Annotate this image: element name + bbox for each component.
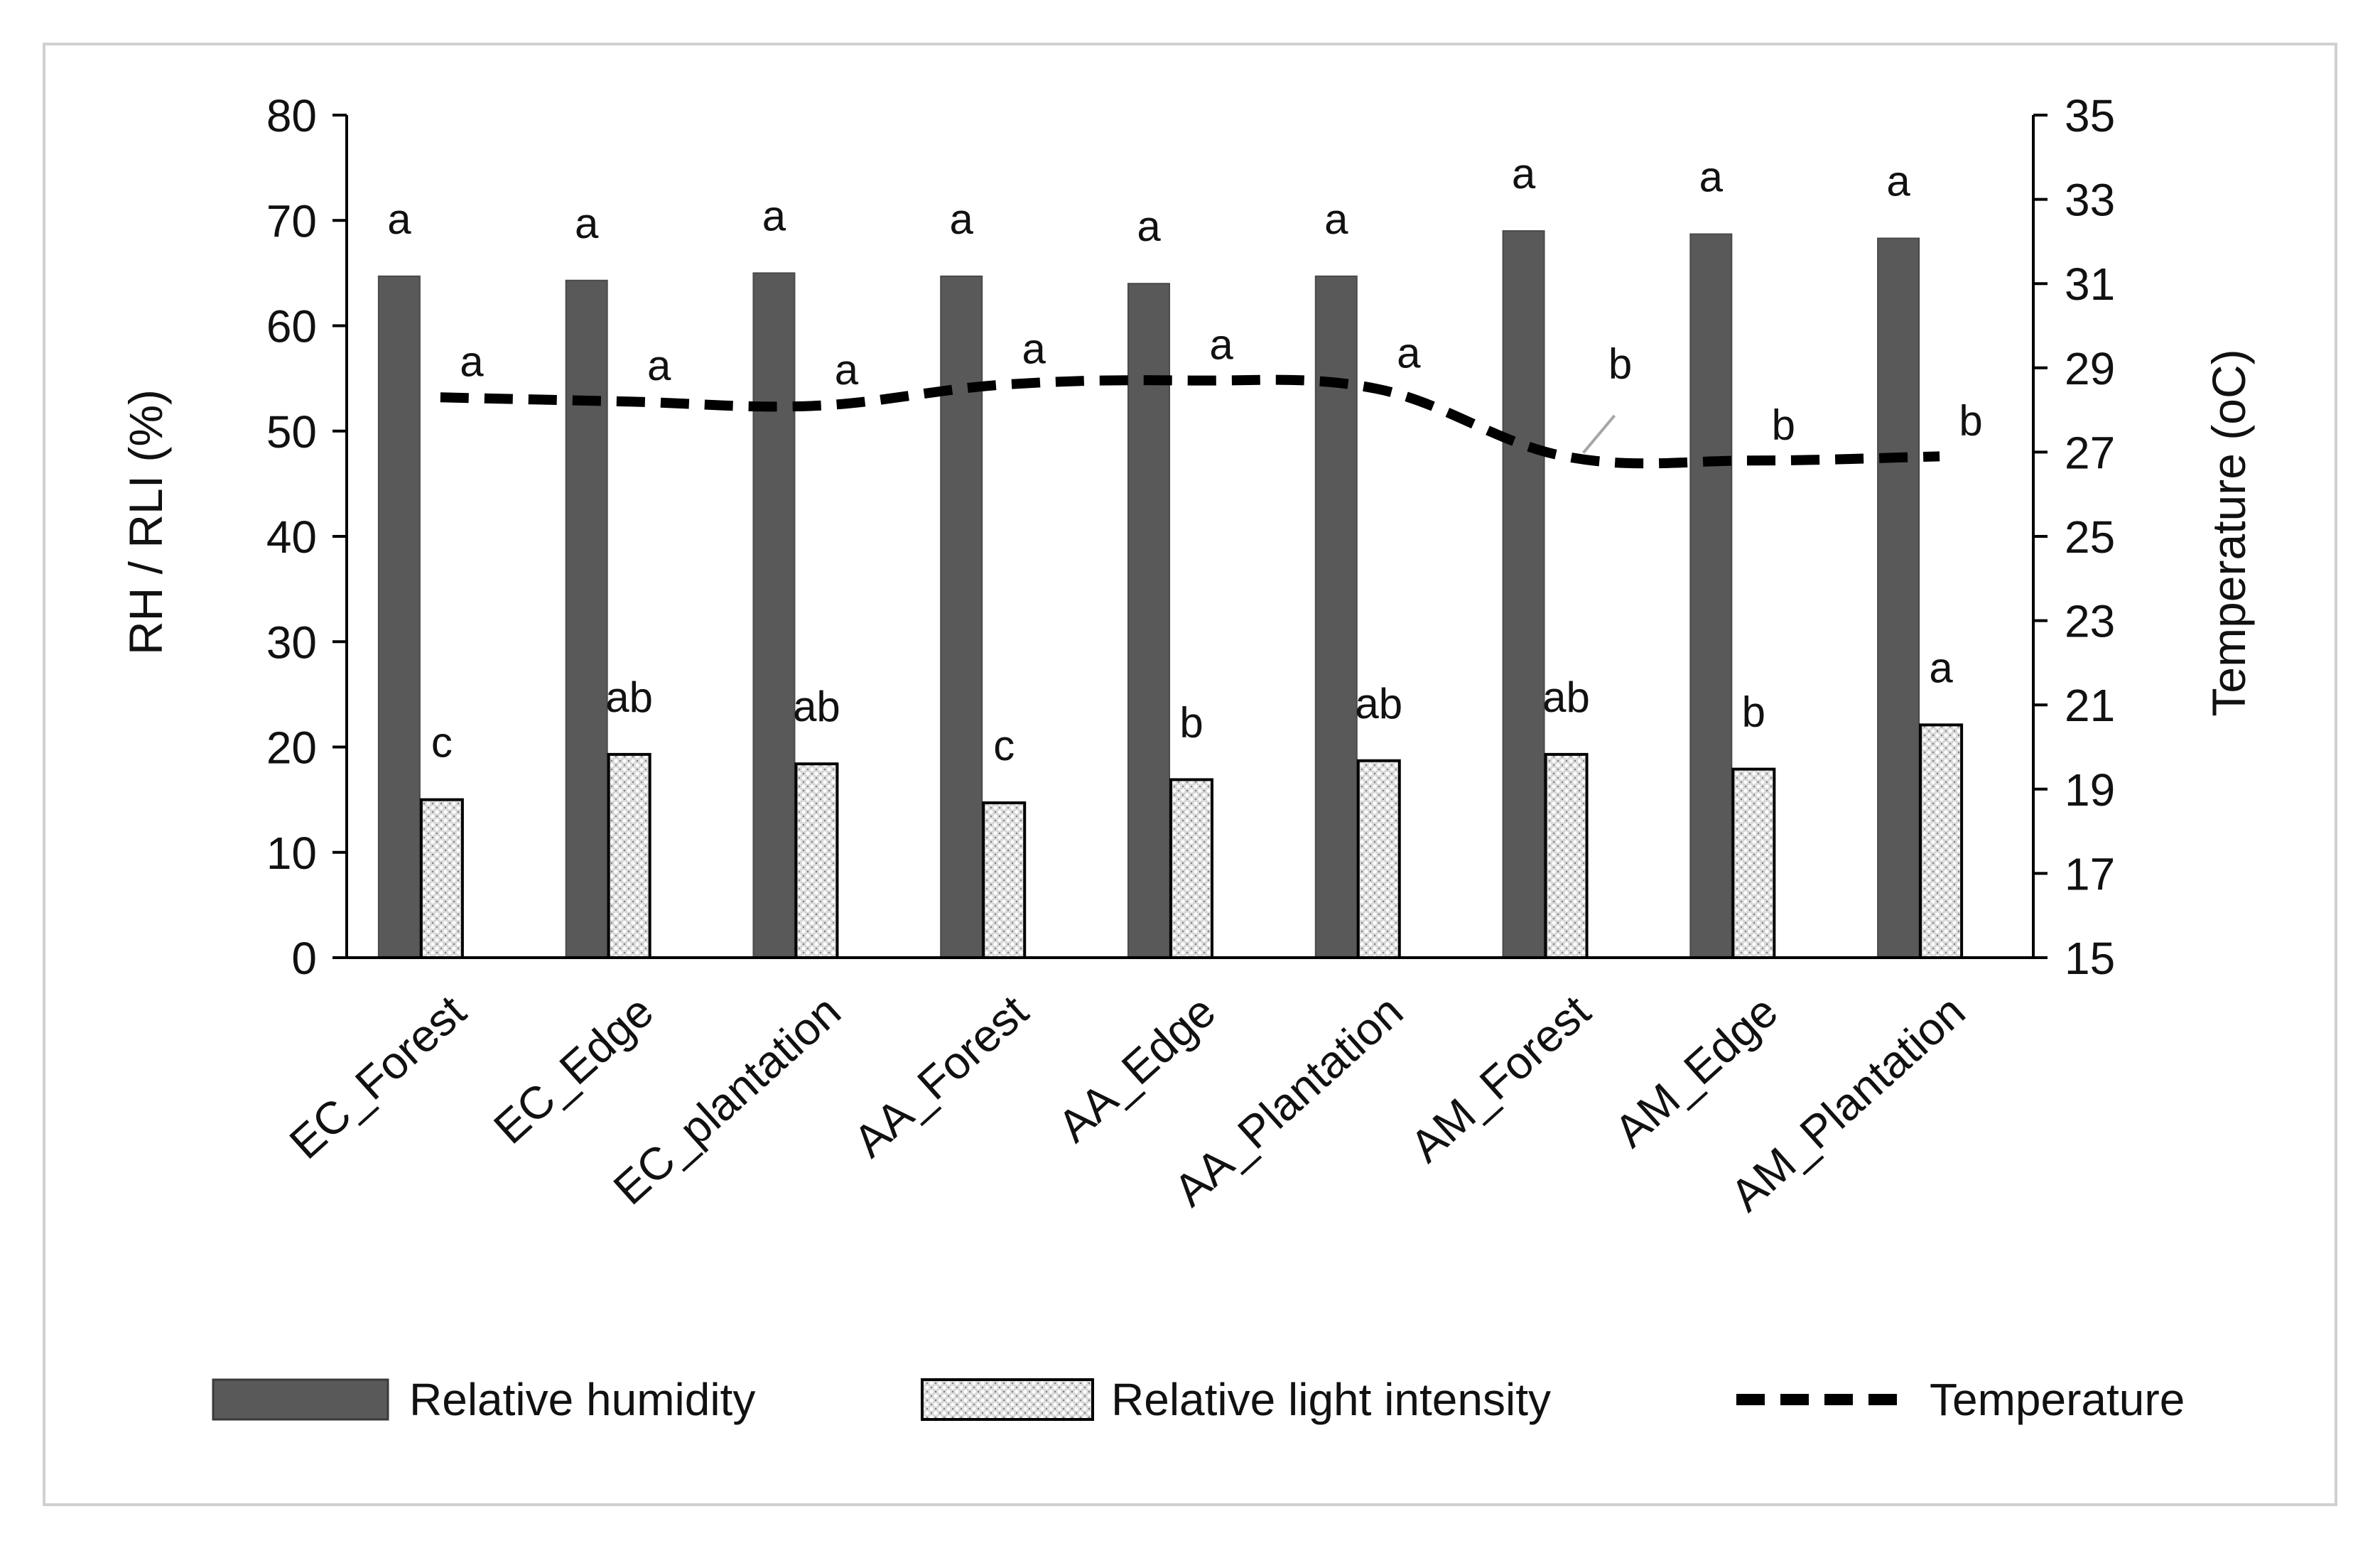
letter-relative-light-intensity-am-forest: ab <box>1542 673 1590 721</box>
letter-relative-light-intensity-ec-forest: c <box>431 719 453 767</box>
y-tick-label-40: 40 <box>266 512 317 563</box>
bar-relative-light-intensity-aa-edge <box>1169 778 1213 960</box>
y2-axis-label: Temperature (oC) <box>2202 349 2255 716</box>
figure-frame <box>43 43 2337 1506</box>
temperature-point-am-forest <box>1564 455 1566 457</box>
bar-relative-humidity-ec-forest <box>377 275 421 958</box>
letter-relative-humidity-am-plantation: a <box>1886 157 1910 205</box>
letter-relative-humidity-am-forest: a <box>1512 150 1536 197</box>
x-tick-label-am-edge: AM_Edge <box>1605 985 1787 1157</box>
bar-relative-humidity-am-plantation <box>1877 237 1920 958</box>
legend-swatch-relative-light-intensity <box>921 1378 1094 1421</box>
y2-tick-label-27: 27 <box>2065 427 2115 478</box>
letter-relative-humidity-ec-plantation: a <box>762 192 786 239</box>
bar-relative-light-intensity-am-forest <box>1544 752 1589 959</box>
x-tick-label-aa-edge: AA_Edge <box>1048 985 1225 1152</box>
letter-relative-humidity-aa-forest: a <box>950 195 974 243</box>
y-tick-label-80: 80 <box>266 90 317 141</box>
bar-relative-humidity-am-edge <box>1689 233 1733 958</box>
legend: Relative humidity Relative light intensi… <box>212 1374 2185 1425</box>
legend-label-relative-humidity: Relative humidity <box>409 1374 755 1425</box>
x-tick-label-aa-forest: AA_Forest <box>844 985 1038 1167</box>
bar-relative-humidity-aa-plantation <box>1314 275 1358 958</box>
letter-temperature-ec-forest: a <box>460 337 484 385</box>
letter-relative-humidity-aa-edge: a <box>1137 202 1161 250</box>
x-tick-label-am-forest: AM_Forest <box>1400 985 1600 1172</box>
letter-temperature-am-plantation: b <box>1959 396 1982 444</box>
bar-relative-light-intensity-aa-forest <box>982 801 1027 960</box>
bar-relative-humidity-am-forest <box>1502 230 1545 958</box>
letter-relative-light-intensity-aa-forest: c <box>993 722 1015 769</box>
letter-relative-humidity-aa-plantation: a <box>1324 195 1348 243</box>
y-tick-label-20: 20 <box>266 723 317 774</box>
y-tick-label-60: 60 <box>266 301 317 352</box>
y2-tick-label-25: 25 <box>2065 512 2115 563</box>
temperature-point-aa-forest <box>1002 384 1003 386</box>
y2-tick-label-15: 15 <box>2065 933 2115 984</box>
letter-relative-humidity-am-edge: a <box>1699 153 1724 201</box>
letter-relative-humidity-ec-forest: a <box>387 195 411 243</box>
y-tick-label-70: 70 <box>266 195 317 247</box>
letter-temperature-am-edge: b <box>1772 401 1795 448</box>
letter-temperature-am-forest: b <box>1608 340 1632 387</box>
y2-tick-label-23: 23 <box>2065 596 2115 647</box>
y2-tick-label-35: 35 <box>2065 90 2115 141</box>
y2-tick-label-21: 21 <box>2065 680 2115 731</box>
letter-temperature-aa-plantation: a <box>1397 329 1421 377</box>
x-tick-label-ec-forest: EC_Forest <box>280 985 476 1169</box>
letter-temperature-aa-edge: a <box>1209 321 1233 369</box>
y2-tick-label-29: 29 <box>2065 343 2115 394</box>
bar-relative-light-intensity-ec-edge <box>607 752 651 959</box>
bar-relative-light-intensity-am-edge <box>1731 767 1776 959</box>
y2-tick-label-19: 19 <box>2065 764 2115 816</box>
bar-relative-light-intensity-ec-plantation <box>794 762 839 959</box>
bar-relative-humidity-ec-edge <box>565 279 608 958</box>
y2-tick-label-31: 31 <box>2065 259 2115 310</box>
letter-relative-light-intensity-ec-edge: ab <box>605 673 653 721</box>
bar-relative-light-intensity-am-plantation <box>1919 723 1964 959</box>
bar-relative-humidity-ec-plantation <box>752 272 796 958</box>
letter-relative-light-intensity-am-plantation: a <box>1929 644 1953 691</box>
letter-relative-light-intensity-am-edge: b <box>1742 688 1765 736</box>
y-tick-label-10: 10 <box>266 828 317 879</box>
bar-relative-humidity-aa-forest <box>940 275 983 958</box>
letter-relative-light-intensity-aa-plantation: ab <box>1355 680 1402 727</box>
temperature-line <box>440 374 1940 469</box>
letter-relative-light-intensity-aa-edge: b <box>1179 698 1203 746</box>
letter-temperature-ec-plantation: a <box>835 346 859 394</box>
y-axis-label: RH / RLI (%) <box>119 389 172 655</box>
letter-relative-light-intensity-ec-plantation: ab <box>793 683 840 730</box>
letter-temperature-aa-forest: a <box>1022 325 1046 373</box>
y-tick-label-0: 0 <box>291 933 317 984</box>
legend-label-relative-light-intensity: Relative light intensity <box>1111 1374 1551 1425</box>
bar-relative-light-intensity-ec-forest <box>419 798 464 959</box>
y-tick-label-30: 30 <box>266 617 317 668</box>
letter-relative-humidity-ec-edge: a <box>575 200 599 247</box>
legend-label-temperature: Temperature <box>1930 1374 2185 1425</box>
x-tick-label-ec-edge: EC_Edge <box>484 985 663 1154</box>
bar-relative-light-intensity-aa-plantation <box>1356 759 1401 959</box>
y-tick-label-50: 50 <box>266 406 317 458</box>
letter-temperature-ec-edge: a <box>647 342 671 389</box>
temperature-letter-leader <box>1582 414 1616 454</box>
y2-tick-label-33: 33 <box>2065 175 2115 226</box>
y2-tick-label-17: 17 <box>2065 848 2115 899</box>
legend-swatch-relative-humidity <box>212 1378 389 1421</box>
